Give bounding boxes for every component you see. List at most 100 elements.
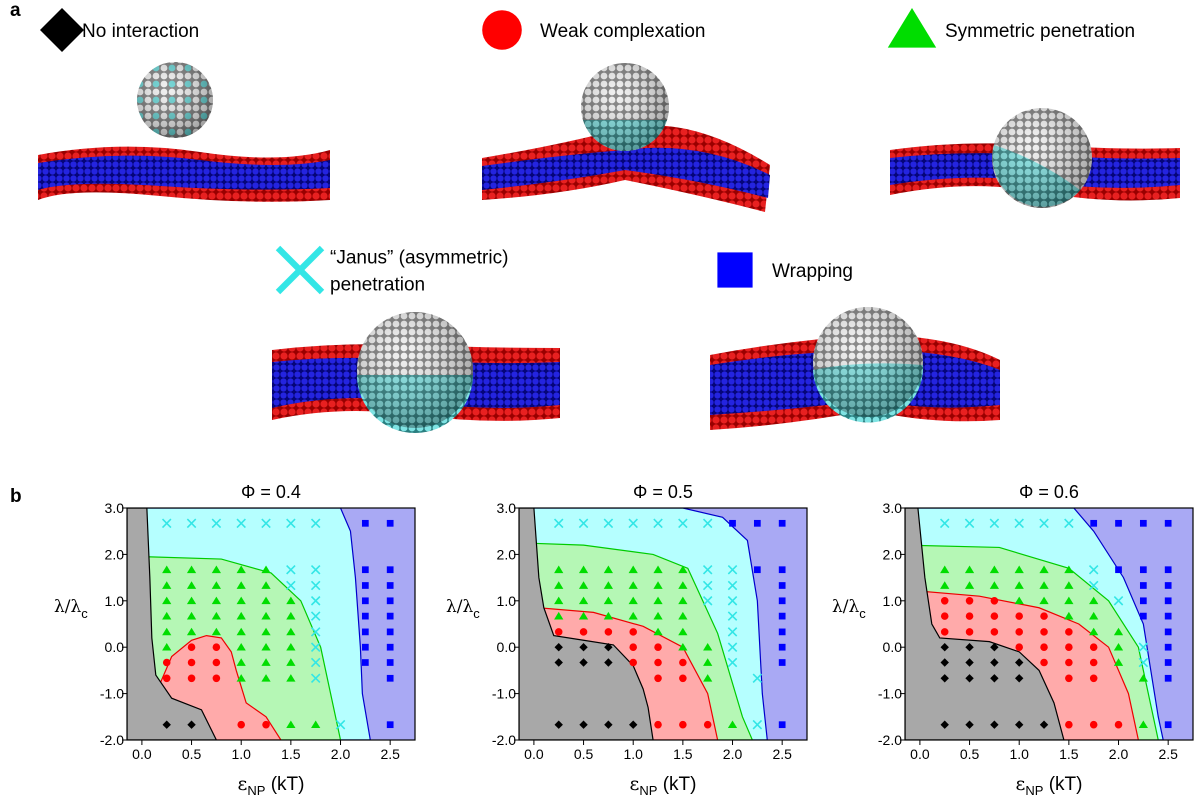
legend-marker [717,252,752,287]
data-point [941,612,949,620]
panel-label: a [10,0,21,21]
y-tick-label: 1.0 [883,593,903,609]
data-point [387,613,394,620]
data-point [779,721,786,728]
data-point [387,597,394,604]
y-tick-label: 3.0 [105,500,125,516]
figure: a b No interactionWeak complexationSymme… [0,0,1198,807]
data-point [654,721,662,729]
data-point [188,675,196,683]
x-tick-label: 1.5 [673,746,693,762]
data-point [679,675,687,683]
data-point [941,597,949,605]
data-point [213,675,221,683]
data-point [555,628,563,636]
data-point [362,520,369,527]
y-label-sub: c [81,606,88,621]
x-axis-label: εNP (kT) [630,773,697,798]
data-point [1040,612,1048,620]
x-tick-label: 2.0 [723,746,743,762]
legend-marker [40,8,84,52]
y-tick-label: 3.0 [883,500,903,516]
y-label-symbol: λ/λ [54,597,82,617]
data-point [754,520,761,527]
data-point [188,659,196,667]
data-point [1140,520,1147,527]
snapshot [482,63,770,212]
x-label-sub: NP [247,783,265,798]
data-point [779,582,786,589]
data-point [362,582,369,589]
data-point [729,520,736,527]
data-point [1165,721,1172,728]
snapshot [38,62,330,202]
data-point [362,597,369,604]
data-point [629,628,637,636]
y-axis-label: λ/λc [832,597,866,621]
data-point [387,659,394,666]
data-point [262,721,270,729]
data-point [163,675,171,683]
data-point [654,659,662,667]
data-point [1065,628,1073,636]
data-point [1065,659,1073,667]
data-point [1065,643,1073,651]
x-label-unit: (kT) [1043,774,1082,795]
data-point [1015,643,1023,651]
plot-area [127,508,415,740]
data-point [362,644,369,651]
data-point [213,659,221,667]
legend-marker [278,248,322,292]
x-axis-label: εNP (kT) [238,773,305,798]
y-tick-label: -2.0 [878,732,902,748]
data-point [941,628,949,636]
snapshot [890,108,1180,208]
data-point [387,629,394,636]
plot-area [519,508,807,740]
y-tick-label: 0.0 [497,639,517,655]
snapshot [272,312,560,433]
data-point [387,721,394,728]
data-point [1090,643,1098,651]
x-label-symbol: ε [1016,773,1026,795]
data-point [779,566,786,573]
data-point [387,644,394,651]
data-point [362,629,369,636]
page: a b No interactionWeak complexationSymme… [0,0,1198,807]
x-tick-label: 1.0 [231,746,251,762]
data-point [188,643,196,651]
y-label-symbol: λ/λ [832,597,860,617]
data-point [704,721,712,729]
data-point [1090,659,1098,667]
data-point [1165,629,1172,636]
chart-title: Φ = 0.5 [633,482,693,502]
chart-title: Φ = 0.4 [241,482,301,502]
x-tick-label: 0.5 [960,746,980,762]
y-label-symbol: λ/λ [446,597,474,617]
legend-label: Symmetric penetration [945,21,1135,42]
data-point [991,612,999,620]
data-point [163,659,171,667]
data-point [1140,582,1147,589]
data-point [679,721,687,729]
data-point [1065,721,1073,729]
x-tick-label: 0.0 [524,746,544,762]
data-point [1165,566,1172,573]
data-point [580,628,588,636]
y-label-sub: c [473,606,480,621]
legend-marker [888,8,936,48]
data-point [1165,582,1172,589]
data-point [605,628,613,636]
data-point [679,659,687,667]
data-point [387,675,394,682]
x-label-unit: (kT) [657,774,696,795]
panel-label: b [10,486,22,507]
x-label-sub: NP [1025,783,1043,798]
data-point [1115,566,1122,573]
x-tick-label: 2.5 [380,746,400,762]
data-point [1040,643,1048,651]
legend-marker [482,10,522,50]
data-point [629,659,637,667]
x-tick-label: 2.0 [1109,746,1129,762]
x-tick-label: 2.5 [772,746,792,762]
